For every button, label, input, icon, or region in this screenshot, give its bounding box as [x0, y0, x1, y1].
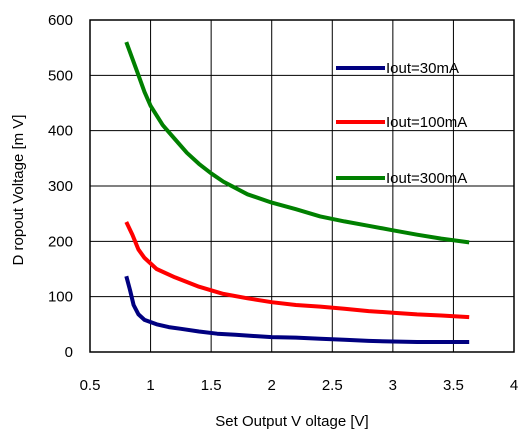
x-tick-label: 3	[389, 377, 397, 394]
y-tick-label: 0	[65, 344, 73, 361]
legend-label-1: Iout=30mA	[386, 60, 459, 77]
x-tick-label: 2	[268, 377, 276, 394]
y-tick-label: 200	[48, 233, 73, 250]
x-tick-label: 1	[146, 377, 154, 394]
y-tick-label: 500	[48, 67, 73, 84]
x-axis-label: Set Output V oltage [V]	[215, 413, 368, 430]
legend: Iout=30mA Iout=100mA Iout=300mA	[336, 60, 467, 187]
x-tick-label: 1.5	[201, 377, 222, 394]
legend-label-3: Iout=300mA	[386, 170, 467, 187]
legend-label-2: Iout=100mA	[386, 114, 467, 131]
x-tick-label: 0.5	[80, 377, 101, 394]
y-tick-label: 100	[48, 289, 73, 306]
x-tick-label: 2.5	[322, 377, 343, 394]
x-axis-ticks: 0.5 1 1.5 2 2.5 3 3.5 4	[80, 377, 519, 394]
y-tick-label: 300	[48, 178, 73, 195]
plot-frame	[89, 19, 515, 353]
series-lines	[124, 41, 470, 344]
y-tick-label: 400	[48, 123, 73, 140]
y-tick-label: 600	[48, 12, 73, 29]
x-tick-label: 4	[510, 377, 518, 394]
y-axis-label: D ropout Voltage [m V]	[10, 115, 27, 266]
x-tick-label: 3.5	[443, 377, 464, 394]
series-line-1	[124, 275, 470, 344]
series-line-3	[124, 41, 470, 245]
y-axis-ticks: 0 100 200 300 400 500 600	[48, 12, 73, 361]
series-line-2	[124, 221, 470, 320]
